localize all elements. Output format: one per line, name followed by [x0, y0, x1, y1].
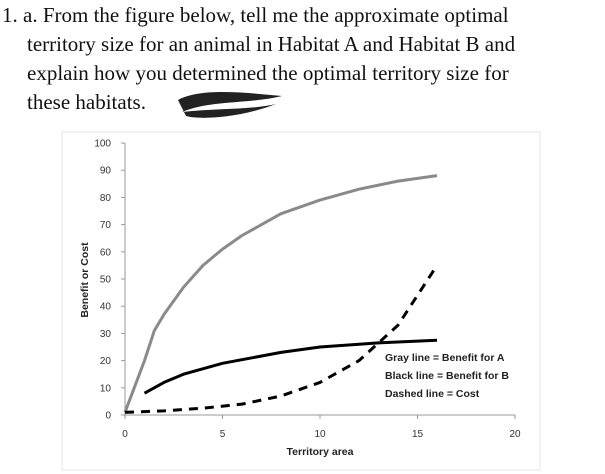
question-line: these habitats.	[27, 90, 146, 114]
y-tick-label: 20	[100, 356, 112, 367]
redaction-scribble	[178, 92, 282, 118]
y-tick-label: 40	[100, 302, 112, 313]
x-tick-label: 10	[314, 429, 326, 440]
y-tick-label: 10	[100, 383, 112, 394]
chart-frame	[61, 131, 541, 471]
y-tick-label: 90	[100, 166, 112, 177]
y-tick-label: 60	[100, 247, 112, 258]
line-series	[143, 338, 438, 395]
line-series	[123, 174, 438, 413]
y-axis-label: Benefit or Cost	[79, 242, 91, 318]
x-tick-label: 0	[122, 429, 128, 440]
x-tick-label: 20	[509, 429, 521, 440]
annotation: Dashed line = Cost	[385, 388, 480, 400]
y-tick-label: 50	[100, 275, 112, 286]
y-tick-label: 30	[100, 329, 112, 340]
annotation: Black line = Benefit for B	[385, 370, 509, 382]
y-tick-label: 0	[105, 411, 111, 422]
y-tick-label: 80	[100, 193, 112, 204]
x-tick-label: 15	[412, 429, 424, 440]
annotation: Gray line = Benefit for A	[385, 352, 505, 364]
question-line: territory size for an animal in Habitat …	[27, 32, 516, 56]
x-tick-label: 5	[220, 429, 226, 440]
y-tick-label: 70	[100, 220, 112, 231]
y-tick-label: 100	[94, 139, 111, 150]
question-line: explain how you determined the optimal t…	[27, 61, 509, 85]
x-axis-label: Territory area	[287, 446, 354, 458]
question-line: 1. a. From the figure below, tell me the…	[2, 3, 509, 27]
line-series	[124, 264, 439, 414]
